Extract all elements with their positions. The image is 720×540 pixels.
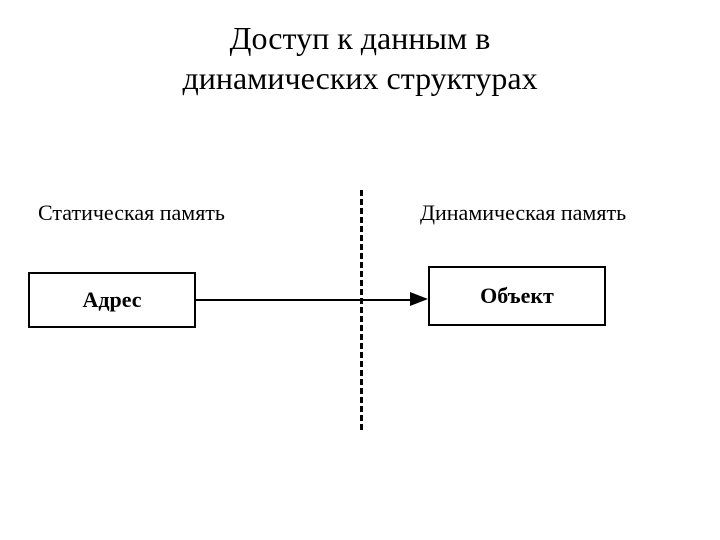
arrow-line [196,299,414,301]
dynamic-memory-label: Динамическая память [420,200,626,226]
address-node-label: Адрес [82,287,141,313]
memory-diagram: Статическая память Динамическая память А… [0,180,720,460]
arrow-head-icon [410,292,428,306]
address-node: Адрес [28,272,196,328]
title-line2: динамических структурах [182,60,537,96]
pointer-arrow [196,298,428,302]
object-node-label: Объект [480,283,554,309]
page-title: Доступ к данным в динамических структура… [0,0,720,98]
object-node: Объект [428,266,606,326]
static-memory-label: Статическая память [38,200,225,226]
title-line1: Доступ к данным в [230,20,491,56]
memory-divider [360,190,363,430]
